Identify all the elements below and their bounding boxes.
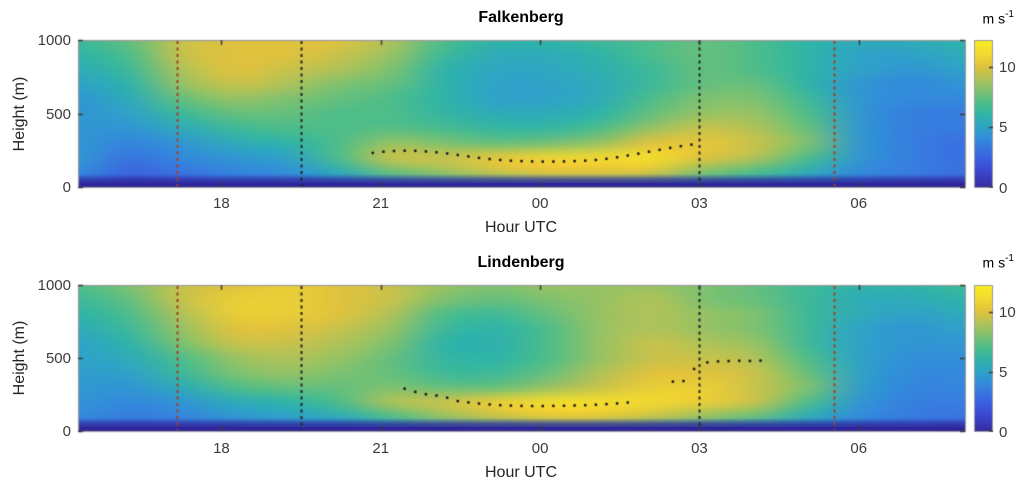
- colorbar-unit-bottom: m s-1: [982, 253, 1014, 271]
- colorbar-unit-exponent-bottom: -1: [1005, 253, 1014, 264]
- panel-title-falkenberg: Falkenberg: [478, 9, 564, 26]
- x-axis-label-bottom: Hour UTC: [484, 464, 558, 481]
- colorbar-unit-exponent-top: -1: [1005, 9, 1014, 20]
- panel-title-lindenberg: Lindenberg: [477, 254, 565, 271]
- colorbar-unit-base-bottom: m s: [982, 254, 1006, 271]
- y-axis-label-bottom: Height (m): [11, 320, 28, 396]
- y-axis-label-top: Height (m): [11, 76, 28, 152]
- x-axis-label-top: Hour UTC: [484, 219, 558, 236]
- colorbar-unit-base-top: m s: [982, 10, 1006, 27]
- colorbar-unit-top: m s-1: [982, 9, 1014, 27]
